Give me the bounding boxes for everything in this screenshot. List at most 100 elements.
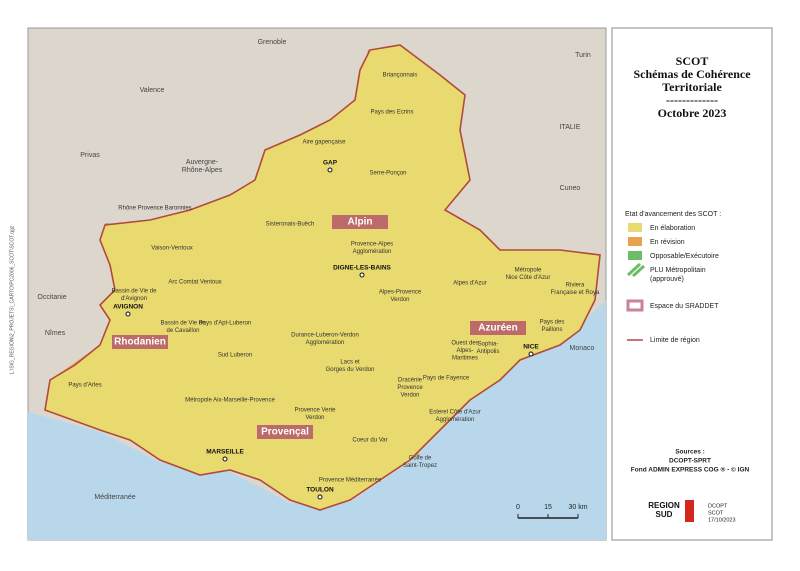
scot-label: Pays des: [540, 320, 565, 326]
scot-label: de Cavaillon: [166, 328, 199, 334]
scot-label: Alpes-: [456, 348, 473, 354]
legend-swatch: [628, 237, 642, 246]
region-badge: [470, 321, 526, 335]
scot-label: Agglomération: [436, 417, 475, 423]
scot-label: Sisteronais-Buëch: [266, 222, 315, 228]
scot-label: Verdon: [305, 415, 324, 421]
panel-title: SCOT: [676, 54, 709, 68]
scot-label: Bassin de Vie de: [112, 289, 158, 295]
city-dot: [359, 272, 365, 278]
panel-title: Schémas de Cohérence: [633, 67, 751, 81]
scot-label: Pays d'Arles: [68, 383, 101, 389]
legend-label: (approuvé): [650, 276, 684, 283]
panel-title: Territoriale: [662, 80, 722, 94]
city-dot: [125, 311, 131, 317]
city-dot: [327, 167, 333, 173]
city-label: TOULON: [306, 487, 334, 494]
scot-label: Sud Luberon: [218, 353, 252, 359]
legend-label: Opposable/Exécutoire: [650, 253, 719, 260]
place-label: Cuneo: [560, 185, 581, 192]
scot-label: Provence Verte: [294, 408, 336, 414]
panel-title: Octobre 2023: [658, 106, 727, 120]
stamp: DCOPT: [708, 503, 728, 509]
place-label: Grenoble: [258, 39, 287, 46]
sea: [28, 300, 606, 540]
scot-label: Lacs et: [340, 360, 360, 366]
scot-label: Ouest des: [451, 341, 478, 347]
legend-label: En révision: [650, 239, 685, 246]
region-label: Alpin: [348, 217, 373, 228]
scot-label: Alpes d'Azur: [453, 281, 487, 287]
scale-label: 30 km: [568, 504, 587, 511]
logo-text: SUD: [656, 510, 673, 519]
city-dot: [222, 456, 228, 462]
region-badge: [112, 335, 168, 349]
stamp: 17/10/2023: [708, 517, 736, 523]
region-badge: [257, 425, 313, 439]
scot-label: Antipolis: [477, 349, 500, 355]
scot-label: Saint-Tropez: [403, 463, 437, 469]
scale-label: 0: [516, 504, 520, 511]
place-label: Privas: [80, 152, 100, 159]
region-label: Provençal: [261, 427, 309, 438]
scot-label: Gorges du Verdon: [326, 367, 375, 373]
sources: DCOPT-SPRT: [669, 458, 711, 465]
sources: Sources :: [675, 449, 705, 456]
city-label: GAP: [323, 160, 338, 167]
legend-label: Limite de région: [650, 337, 700, 344]
scot-label: Nice Côte d'Azur: [506, 275, 551, 281]
scot-label: Bassin de Vie de: [161, 321, 207, 327]
city-label: DIGNE-LES-BAINS: [333, 265, 391, 272]
place-label: Turin: [575, 52, 591, 59]
scot-label: Pays des Ecrins: [370, 110, 413, 116]
scot-label: Métropole Aix-Marseille-Provence: [185, 398, 275, 404]
stamp: SCOT: [708, 510, 724, 516]
region-label: Rhodanien: [114, 337, 166, 348]
scot-label: d'Avignon: [121, 296, 147, 302]
scot-label: Pays de Fayence: [423, 376, 470, 382]
legend-label: En élaboration: [650, 225, 695, 232]
scot-label: Esterel Côte d'Azur: [429, 410, 481, 416]
panel-title: -------------: [666, 93, 718, 107]
region-label: Azuréen: [478, 323, 517, 334]
region-badge: [332, 215, 388, 229]
legend-swatch: [628, 251, 642, 260]
logo-text: REGION: [648, 501, 680, 510]
place-label: Rhône-Alpes: [182, 167, 223, 174]
legend-swatch: [626, 299, 644, 312]
legend-swatch: [628, 223, 642, 232]
scot-label: Aire gapençaise: [302, 140, 346, 146]
place-label: Auvergne-: [186, 159, 219, 166]
scot-label: Provence-Alpes: [351, 242, 393, 248]
place-label: Méditerranée: [94, 494, 135, 501]
scot-label: Agglomération: [306, 340, 345, 346]
side-panel: [611, 27, 773, 541]
city-dot: [528, 351, 534, 357]
scot-label: Métropole: [515, 268, 542, 274]
scale-label: 15: [544, 504, 552, 511]
scot-label: Durance-Luberon-Verdon: [291, 333, 359, 339]
file-path: L:\SIG_REGION\2_PROJETS\_CARTO\PC2006_SC…: [9, 225, 15, 374]
scot-label: Provence: [397, 385, 423, 391]
scot-label: Riviera: [566, 283, 585, 289]
place-label: Monaco: [570, 345, 595, 352]
scot-label: Pays d'Apt-Luberon: [199, 321, 252, 327]
legend-label: Espace du SRADDET: [650, 303, 719, 310]
place-label: ITALIE: [560, 124, 581, 131]
scot-label: Maritimes: [452, 356, 478, 362]
place-label: Nîmes: [45, 330, 66, 337]
scot-label: Dracénie: [398, 378, 423, 384]
scot-label: Sophia-: [478, 342, 499, 348]
scot-label: Paillons: [541, 327, 562, 333]
scot-label: Coeur du Var: [352, 438, 387, 444]
legend-swatch: [626, 262, 646, 278]
city-label: AVIGNON: [113, 304, 143, 311]
city-label: NICE: [523, 344, 539, 351]
scot-label: Golfe de: [409, 456, 432, 462]
scot-label: Verdon: [390, 297, 409, 303]
scot-label: Serre-Ponçon: [369, 171, 406, 177]
place-label: Occitanie: [37, 294, 66, 301]
scot-label: Française et Roya: [551, 290, 600, 296]
legend-title: Etat d'avancement des SCOT :: [625, 211, 721, 218]
